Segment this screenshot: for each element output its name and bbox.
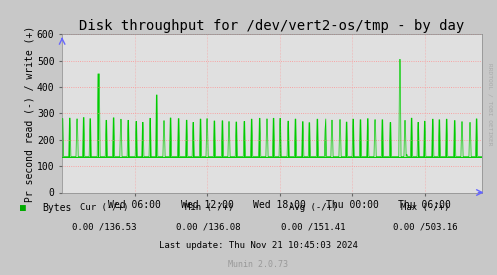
Text: 0.00 /136.08: 0.00 /136.08 <box>176 222 241 231</box>
Text: Cur (-/+): Cur (-/+) <box>80 203 129 212</box>
Text: ■: ■ <box>20 203 26 213</box>
Text: 0.00 /151.41: 0.00 /151.41 <box>281 222 345 231</box>
Y-axis label: Pr second read (-) / write (+): Pr second read (-) / write (+) <box>24 25 34 202</box>
Text: Min (-/+): Min (-/+) <box>184 203 233 212</box>
Text: Last update: Thu Nov 21 10:45:03 2024: Last update: Thu Nov 21 10:45:03 2024 <box>159 241 358 250</box>
Text: 0.00 /503.16: 0.00 /503.16 <box>393 222 457 231</box>
Text: Max (-/+): Max (-/+) <box>401 203 449 212</box>
Text: Munin 2.0.73: Munin 2.0.73 <box>229 260 288 269</box>
Text: Bytes: Bytes <box>42 203 72 213</box>
Text: 0.00 /136.53: 0.00 /136.53 <box>72 222 137 231</box>
Title: Disk throughput for /dev/vert2-os/tmp - by day: Disk throughput for /dev/vert2-os/tmp - … <box>80 19 465 33</box>
Text: Avg (-/+): Avg (-/+) <box>289 203 337 212</box>
Text: RRDTOOL / TOBI OETIKER: RRDTOOL / TOBI OETIKER <box>487 63 492 146</box>
